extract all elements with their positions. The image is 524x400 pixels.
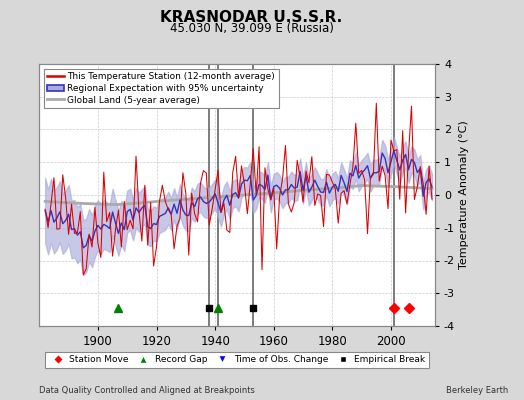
- Legend: This Temperature Station (12-month average), Regional Expectation with 95% uncer: This Temperature Station (12-month avera…: [44, 68, 279, 108]
- Text: 45.030 N, 39.099 E (Russia): 45.030 N, 39.099 E (Russia): [170, 22, 333, 35]
- Text: Berkeley Earth: Berkeley Earth: [446, 386, 508, 395]
- Y-axis label: Temperature Anomaly (°C): Temperature Anomaly (°C): [459, 121, 469, 269]
- Text: Data Quality Controlled and Aligned at Breakpoints: Data Quality Controlled and Aligned at B…: [39, 386, 255, 395]
- Text: KRASNODAR U.S.S.R.: KRASNODAR U.S.S.R.: [160, 10, 343, 25]
- Legend: Station Move, Record Gap, Time of Obs. Change, Empirical Break: Station Move, Record Gap, Time of Obs. C…: [45, 352, 429, 368]
